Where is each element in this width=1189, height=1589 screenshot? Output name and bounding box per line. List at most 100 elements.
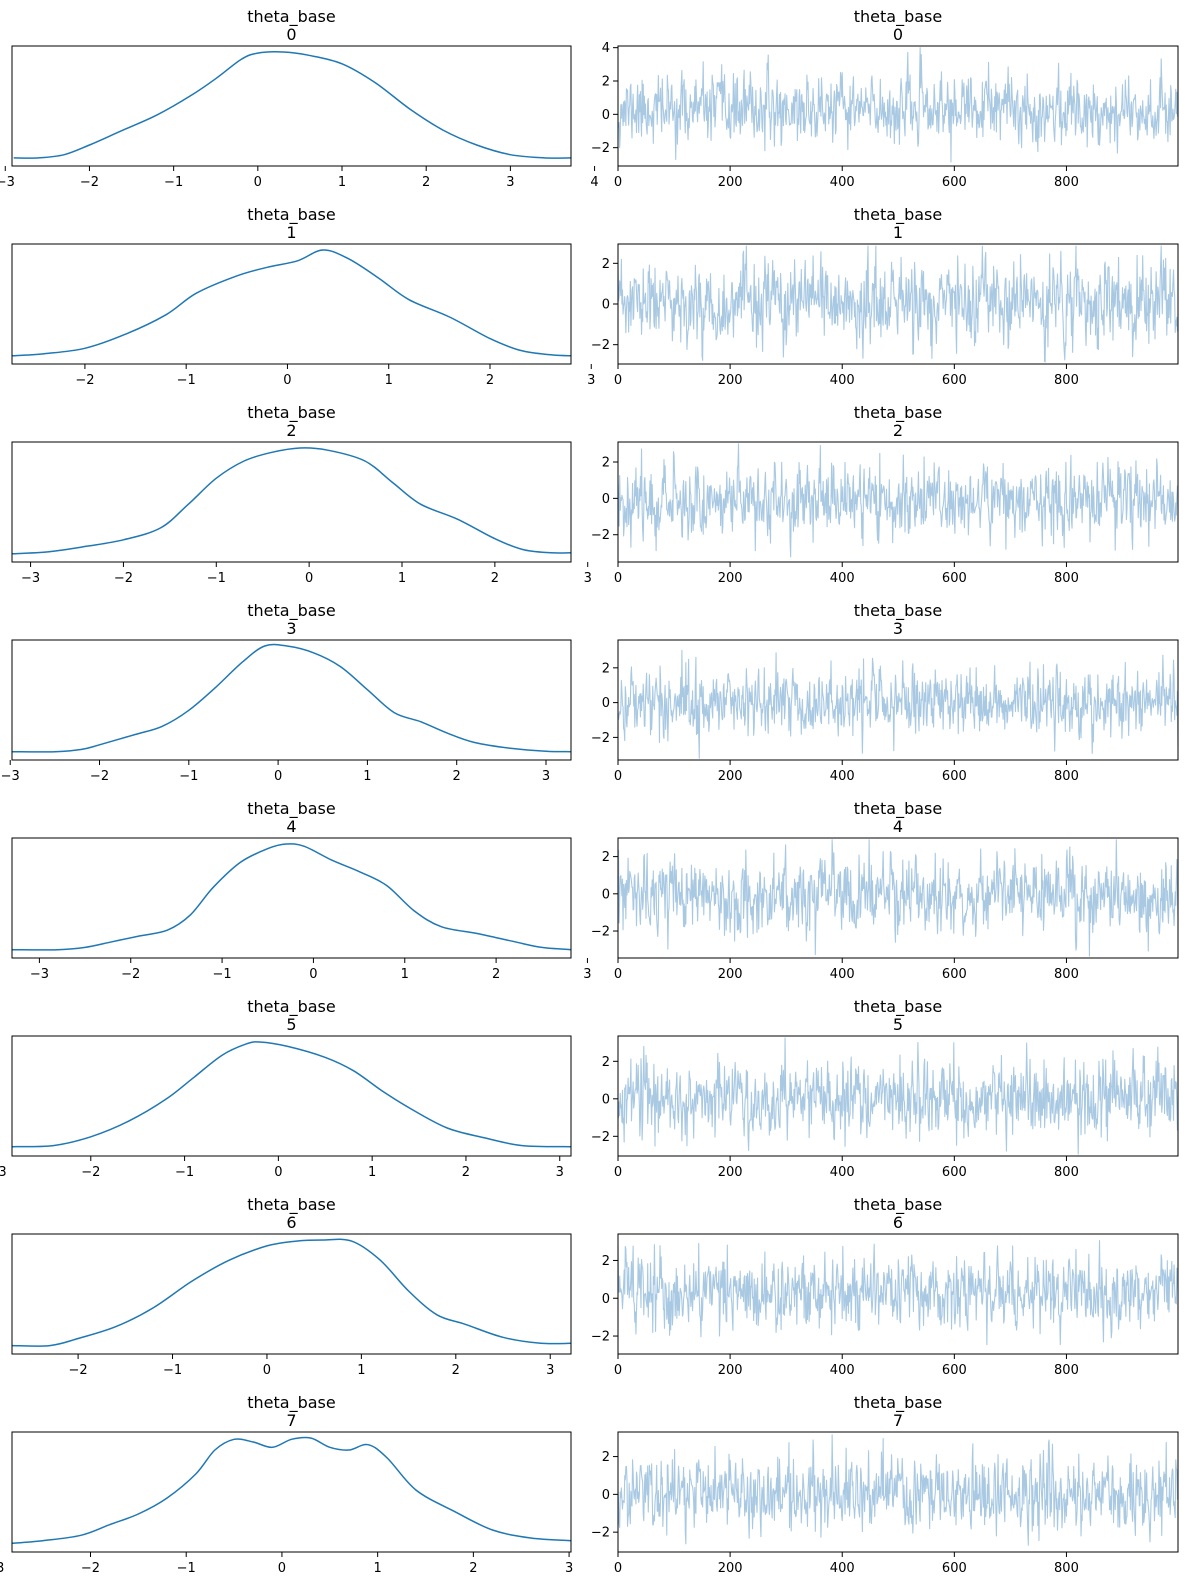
kde-axes-frame (11, 837, 572, 959)
kde-axes-frame (11, 441, 572, 563)
trace-line (617, 1434, 1179, 1546)
trace-x-tick-label: 800 (1054, 1165, 1079, 1180)
trace-y-tick-label: 2 (602, 456, 610, 471)
trace-subtitle: 0 (893, 25, 903, 44)
kde-x-tick-label: −2 (75, 373, 94, 388)
kde-x-tick-label: 3 (587, 373, 595, 388)
kde-x-tick-label: 3 (506, 175, 514, 190)
kde-x-tick-label: −3 (1, 769, 20, 784)
trace-x-tick-label: 400 (830, 175, 855, 190)
trace-axes-frame (617, 837, 1179, 959)
trace-y-tick-label: 0 (602, 1092, 610, 1107)
trace-x-tick-label: 800 (1054, 175, 1079, 190)
trace-x-tick-label: 400 (830, 769, 855, 784)
kde-x-tick-label: 3 (556, 1165, 564, 1180)
trace-y-tick-label: 2 (602, 850, 610, 865)
kde-line (11, 1436, 572, 1545)
kde-subtitle: 7 (286, 1411, 296, 1430)
kde-x-tick-label: 1 (357, 1363, 365, 1378)
kde-x-tick-label: −2 (121, 967, 140, 982)
kde-subtitle: 0 (286, 25, 296, 44)
kde-x-tick-label: 1 (401, 967, 409, 982)
kde-subtitle: 2 (286, 421, 296, 440)
kde-x-tick-label: −1 (179, 769, 198, 784)
trace-subtitle: 6 (893, 1213, 903, 1232)
trace-y-tick-label: 0 (602, 1292, 610, 1307)
kde-x-tick-label: 0 (263, 1363, 271, 1378)
kde-title: theta_base (247, 403, 335, 423)
kde-x-tick-label: −3 (0, 1561, 4, 1576)
trace-x-tick-label: 0 (614, 373, 622, 388)
trace-subtitle: 7 (893, 1411, 903, 1430)
kde-x-tick-label: 1 (398, 571, 406, 586)
trace-axes-frame (617, 45, 1179, 167)
trace-x-tick-label: 200 (718, 571, 743, 586)
trace-x-tick-label: 800 (1054, 373, 1079, 388)
kde-x-tick-label: −3 (30, 967, 49, 982)
trace-y-tick-label: 2 (602, 1254, 610, 1269)
kde-subtitle: 1 (286, 223, 296, 242)
kde-x-tick-label: 3 (565, 1561, 573, 1576)
trace-title: theta_base (854, 403, 942, 423)
trace-title: theta_base (854, 7, 942, 27)
trace-x-tick-label: 400 (830, 1561, 855, 1576)
trace-x-tick-label: 400 (830, 967, 855, 982)
trace-x-tick-label: 0 (614, 1165, 622, 1180)
kde-axes-frame (11, 1035, 572, 1157)
trace-y-tick-label: −2 (591, 141, 610, 156)
trace-x-tick-label: 600 (942, 571, 967, 586)
kde-title: theta_base (247, 1393, 335, 1413)
trace-y-tick-label: 4 (602, 41, 610, 56)
kde-x-tick-label: 0 (309, 967, 317, 982)
trace-x-tick-label: 200 (718, 769, 743, 784)
trace-axes-frame (617, 1233, 1179, 1355)
kde-x-tick-label: 0 (274, 769, 282, 784)
trace-x-tick-label: 200 (718, 175, 743, 190)
trace-line (617, 839, 1179, 957)
kde-x-tick-label: 2 (491, 571, 499, 586)
trace-subtitle: 5 (893, 1015, 903, 1034)
kde-x-tick-label: −2 (81, 1165, 100, 1180)
trace-line (617, 245, 1179, 363)
kde-axes-frame (11, 639, 572, 761)
kde-x-tick-label: 1 (374, 1561, 382, 1576)
trace-x-tick-label: 800 (1054, 1561, 1079, 1576)
trace-title: theta_base (854, 205, 942, 225)
kde-x-tick-label: −2 (81, 1561, 100, 1576)
kde-title: theta_base (247, 1195, 335, 1215)
trace-x-tick-label: 800 (1054, 1363, 1079, 1378)
kde-x-tick-label: 2 (486, 373, 494, 388)
kde-x-tick-label: 0 (254, 175, 262, 190)
kde-x-tick-label: 4 (590, 175, 598, 190)
trace-x-tick-label: 600 (942, 175, 967, 190)
kde-x-tick-label: −1 (212, 967, 231, 982)
trace-x-tick-label: 800 (1054, 769, 1079, 784)
trace-x-tick-label: 0 (614, 571, 622, 586)
trace-title: theta_base (854, 997, 942, 1017)
trace-y-tick-label: 0 (602, 1488, 610, 1503)
trace-line (617, 1037, 1179, 1155)
trace-axes-frame (617, 1035, 1179, 1157)
kde-subtitle: 4 (286, 817, 296, 836)
trace-x-tick-label: 200 (718, 1561, 743, 1576)
kde-x-tick-label: 0 (305, 571, 313, 586)
trace-axes-frame (617, 639, 1179, 761)
kde-x-tick-label: −1 (163, 1363, 182, 1378)
kde-x-tick-label: 3 (546, 1363, 554, 1378)
trace-y-tick-label: 0 (602, 108, 610, 123)
trace-y-tick-label: 0 (602, 887, 610, 902)
trace-line (617, 443, 1179, 558)
panel-row-7: theta_base7−3−2−10123theta_base702004006… (0, 1393, 1179, 1576)
kde-x-tick-label: 3 (542, 769, 550, 784)
